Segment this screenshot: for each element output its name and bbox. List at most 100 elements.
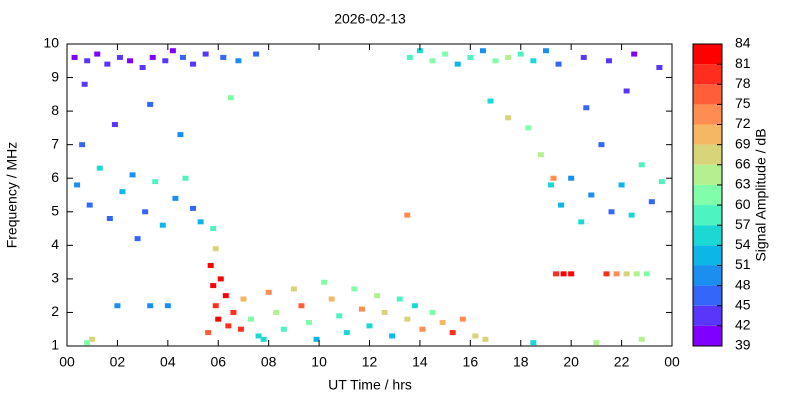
y-tick-label: 4 bbox=[51, 236, 59, 252]
data-cell bbox=[147, 303, 154, 309]
data-cell bbox=[555, 61, 562, 67]
data-cell bbox=[548, 182, 554, 188]
data-cell bbox=[633, 271, 640, 277]
colorbar-label: Signal Amplitude / dB bbox=[753, 128, 769, 261]
data-cell bbox=[290, 286, 297, 292]
colorbar-cell bbox=[693, 265, 722, 286]
data-cell bbox=[623, 271, 630, 277]
data-cell bbox=[114, 303, 121, 309]
data-cell bbox=[220, 54, 227, 60]
data-cell bbox=[313, 336, 320, 342]
data-cell bbox=[578, 219, 585, 225]
data-cell bbox=[505, 54, 512, 60]
data-cell bbox=[169, 48, 176, 54]
data-cell bbox=[177, 132, 184, 138]
data-cell bbox=[260, 336, 267, 342]
data-cell bbox=[389, 333, 396, 339]
data-cell bbox=[253, 51, 260, 57]
colorbar-cell bbox=[693, 84, 722, 105]
data-cell bbox=[230, 309, 237, 315]
colorbar-tick-label: 45 bbox=[735, 296, 751, 312]
data-cell bbox=[406, 54, 413, 60]
y-tick-label: 6 bbox=[51, 169, 59, 185]
data-cell bbox=[558, 202, 565, 208]
data-cell bbox=[404, 212, 411, 218]
data-cell bbox=[116, 54, 123, 60]
data-cell bbox=[472, 333, 479, 339]
data-cell bbox=[605, 58, 612, 64]
data-cell bbox=[190, 205, 197, 211]
data-cell bbox=[280, 326, 287, 332]
data-cell bbox=[550, 175, 557, 181]
colorbar-tick-label: 78 bbox=[735, 75, 751, 91]
x-tick-label: 02 bbox=[110, 354, 126, 370]
data-cell bbox=[71, 54, 78, 60]
data-cell bbox=[139, 64, 146, 70]
data-cell bbox=[190, 61, 197, 67]
data-cell bbox=[210, 283, 217, 289]
colorbar-frame bbox=[692, 43, 723, 347]
data-cell bbox=[358, 306, 365, 312]
colorbar-cell bbox=[693, 144, 722, 165]
colorbar-cell bbox=[693, 305, 722, 326]
colorbar-cell bbox=[693, 205, 722, 226]
colorbar-tick-label: 42 bbox=[735, 317, 751, 333]
data-cell bbox=[248, 316, 255, 322]
data-cell bbox=[106, 215, 113, 221]
data-cell bbox=[560, 271, 567, 277]
colorbar-tick-label: 54 bbox=[735, 236, 751, 252]
data-cell bbox=[255, 333, 262, 339]
data-cell bbox=[530, 340, 537, 346]
data-cell bbox=[467, 54, 474, 60]
data-cell bbox=[84, 340, 91, 346]
colorbar-cell bbox=[693, 64, 722, 85]
data-cell bbox=[129, 172, 136, 178]
data-cell bbox=[487, 98, 494, 104]
x-tick-label: 04 bbox=[160, 354, 176, 370]
data-cell bbox=[542, 48, 549, 54]
data-cell bbox=[104, 61, 111, 67]
colorbar-tick-label: 60 bbox=[735, 196, 751, 212]
data-cell bbox=[321, 279, 328, 285]
data-cell bbox=[648, 199, 655, 205]
data-cell bbox=[210, 226, 217, 232]
data-cell bbox=[202, 51, 209, 57]
data-cell bbox=[111, 122, 118, 128]
data-cell bbox=[197, 219, 204, 225]
y-tick-label: 10 bbox=[43, 35, 59, 51]
data-cell bbox=[79, 142, 86, 148]
data-cell bbox=[235, 58, 242, 64]
y-tick-label: 5 bbox=[51, 202, 59, 218]
data-cell bbox=[568, 175, 575, 181]
data-cell bbox=[127, 58, 134, 64]
data-cell bbox=[74, 182, 81, 188]
data-cell bbox=[149, 54, 156, 60]
data-cell bbox=[152, 179, 159, 185]
data-cell bbox=[419, 326, 426, 332]
data-cell bbox=[598, 142, 605, 148]
data-cell bbox=[459, 316, 466, 322]
data-cell bbox=[182, 175, 189, 181]
data-cell bbox=[374, 293, 381, 299]
y-tick-label: 9 bbox=[51, 68, 59, 84]
data-cell bbox=[265, 289, 272, 295]
data-cell bbox=[205, 330, 212, 336]
colorbar-tick-label: 66 bbox=[735, 156, 751, 172]
data-cell bbox=[217, 276, 224, 282]
data-cell bbox=[396, 296, 403, 302]
colorbar-tick-label: 51 bbox=[735, 256, 751, 272]
data-cell bbox=[84, 58, 91, 64]
colorbar-cell bbox=[693, 285, 722, 306]
data-cell bbox=[588, 192, 595, 198]
colorbar-cell bbox=[693, 225, 722, 246]
data-cell bbox=[336, 313, 343, 319]
data-cell bbox=[159, 222, 166, 228]
data-cell bbox=[162, 58, 169, 64]
colorbar-tick-label: 75 bbox=[735, 95, 751, 111]
data-cell bbox=[225, 323, 232, 329]
chart-title: 2026-02-13 bbox=[334, 11, 406, 27]
data-cell bbox=[381, 309, 388, 315]
data-cell bbox=[643, 271, 650, 277]
y-tick-label: 8 bbox=[51, 102, 59, 118]
x-tick-label: 18 bbox=[513, 354, 529, 370]
